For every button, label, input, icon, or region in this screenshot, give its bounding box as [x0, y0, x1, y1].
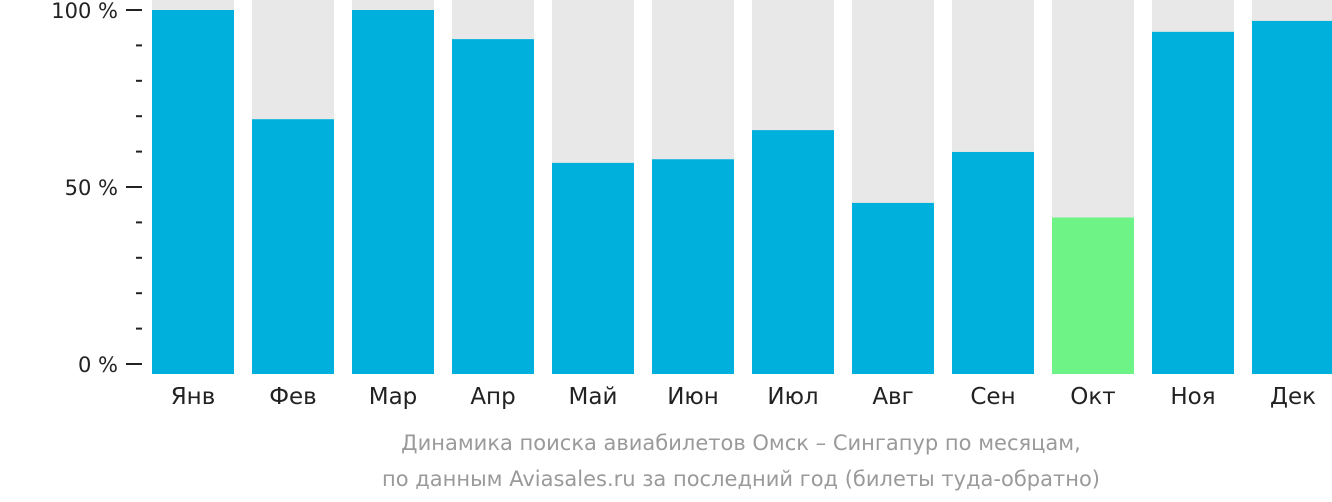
y-tick-label: 100 % — [51, 0, 118, 23]
x-tick-label: Дек — [1270, 384, 1316, 410]
bar-11 — [1152, 31, 1234, 375]
x-axis-labels: Янв Фев Мар Апр Май Июн Июл Авг Сен Окт Ноя Дек — [171, 384, 1316, 410]
x-tick-label: Июл — [767, 384, 818, 410]
x-tick-label: Июн — [667, 384, 719, 410]
bar-8 — [852, 202, 934, 374]
bar-2 — [252, 119, 334, 374]
x-tick-label: Авг — [872, 384, 913, 410]
y-axis: 100 % 50 % 0 % — [51, 0, 142, 377]
bars-group — [152, 0, 1332, 375]
bar-10 — [1052, 217, 1134, 374]
bar-9 — [952, 151, 1034, 374]
x-tick-label: Фев — [269, 384, 317, 410]
y-tick-label: 0 % — [78, 353, 118, 377]
x-tick-label: Мар — [369, 384, 418, 410]
x-tick-label: Янв — [171, 384, 216, 410]
x-tick-label: Май — [569, 384, 618, 410]
bar-chart: 100 % 50 % 0 % Янв Фев Мар Апр Май Июн Июл Авг Сен… — [51, 0, 1332, 410]
bar-5 — [552, 162, 634, 374]
bar-4 — [452, 39, 534, 375]
chart-caption-line-2: по данным Aviasales.ru за последний год … — [382, 467, 1100, 491]
bar-3 — [352, 10, 434, 374]
y-tick-label: 50 % — [65, 176, 118, 200]
bar-12 — [1252, 20, 1332, 374]
chart-caption-line-1: Динамика поиска авиабилетов Омск – Синга… — [401, 431, 1081, 455]
x-tick-label: Ноя — [1170, 384, 1215, 410]
x-tick-label: Окт — [1070, 384, 1115, 410]
x-tick-label: Сен — [970, 384, 1015, 410]
x-tick-label: Апр — [470, 384, 515, 410]
bar-6 — [652, 159, 734, 374]
bar-1 — [152, 10, 234, 374]
bar-7 — [752, 130, 834, 374]
